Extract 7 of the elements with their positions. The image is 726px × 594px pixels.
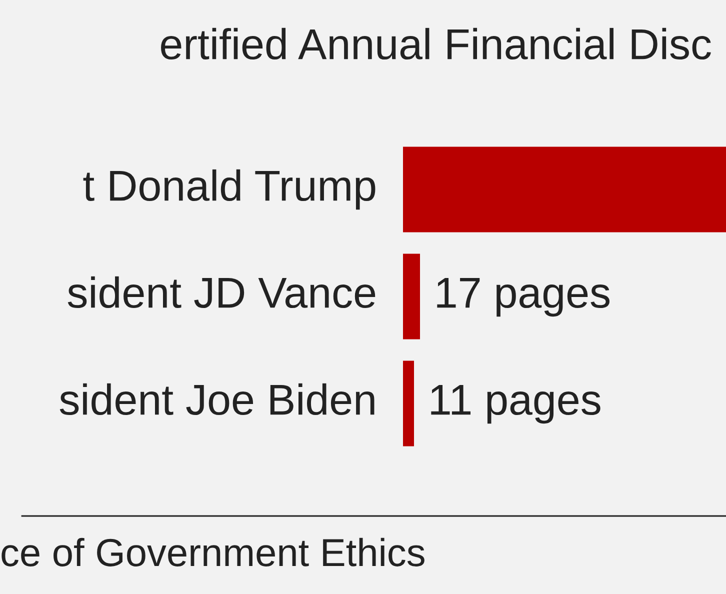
text: ce of Government Ethics [2, 538, 424, 566]
y-tick-label: sident JD Vance [68, 276, 376, 308]
y-tick-label: t Donald Trump [83, 169, 376, 210]
chart-title: ertified Annual Financial Disc [161, 28, 711, 60]
y-tick-label: sident Joe Biden [60, 383, 374, 416]
data-label: 17 pages [437, 278, 610, 317]
data-label: 11 pages [431, 385, 600, 424]
